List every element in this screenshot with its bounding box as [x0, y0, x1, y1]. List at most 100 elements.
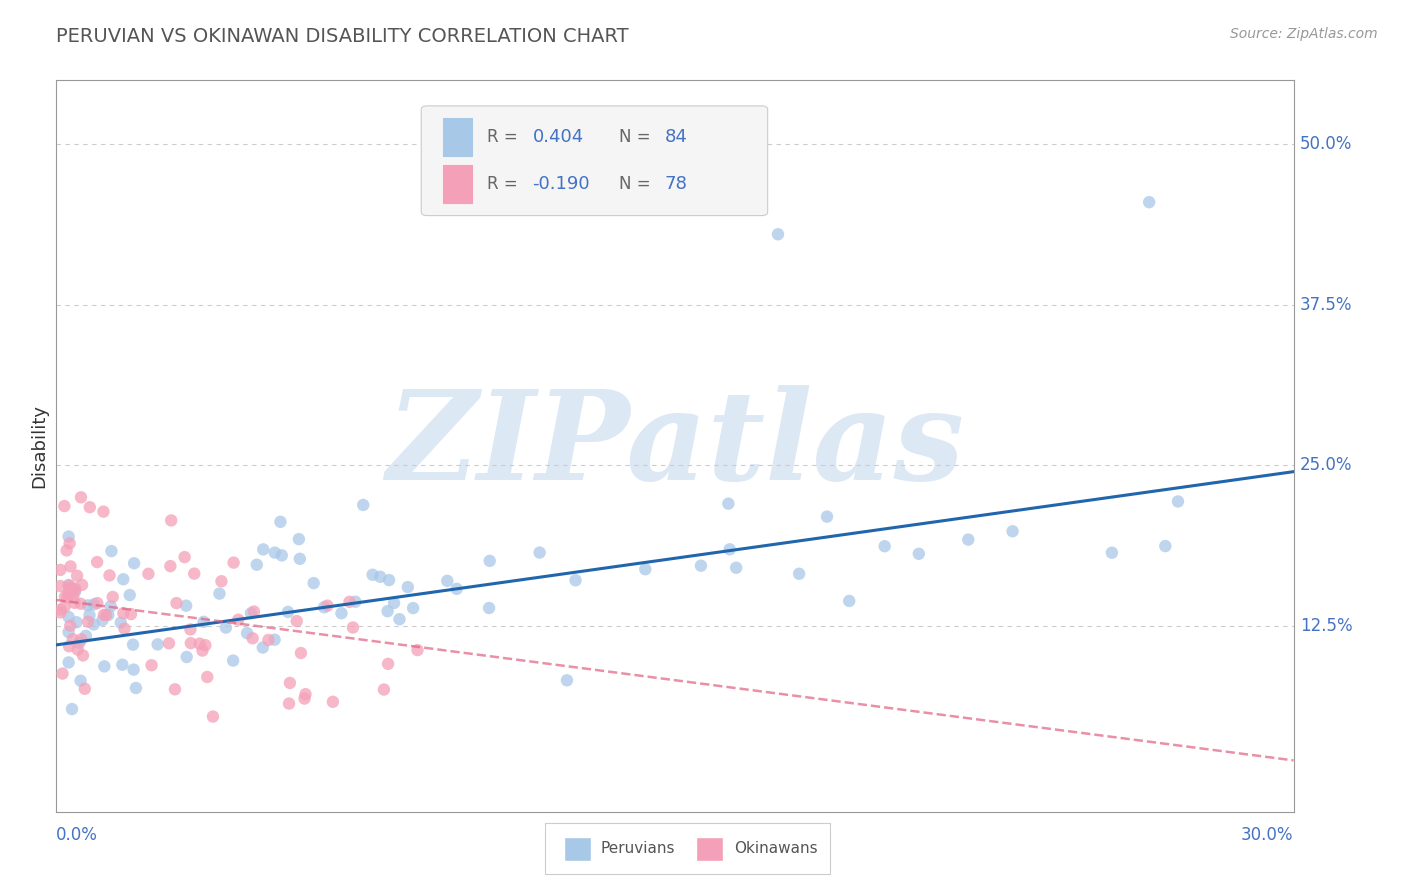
Point	[285, 614, 308, 628]
Point	[60, 582, 83, 596]
Point	[446, 582, 468, 596]
Text: N =: N =	[619, 128, 651, 146]
Point	[201, 709, 224, 723]
Point	[725, 561, 748, 575]
Point	[718, 542, 741, 557]
Text: N =: N =	[619, 175, 651, 194]
Point	[59, 618, 82, 632]
Point	[277, 605, 299, 619]
Point	[69, 597, 91, 611]
Point	[122, 556, 145, 570]
Point	[252, 542, 274, 557]
Point	[294, 687, 316, 701]
Point	[406, 643, 429, 657]
Point	[58, 530, 80, 544]
Point	[112, 606, 135, 620]
Point	[159, 559, 181, 574]
Point	[58, 610, 80, 624]
Point	[65, 615, 87, 630]
Point	[322, 695, 344, 709]
Point	[66, 568, 89, 582]
Point	[717, 497, 740, 511]
Point	[690, 558, 713, 573]
Point	[252, 640, 274, 655]
Point	[396, 580, 419, 594]
Point	[49, 606, 72, 620]
Point	[83, 597, 105, 611]
Text: 84: 84	[665, 128, 688, 146]
Point	[294, 691, 316, 706]
Point	[58, 578, 80, 592]
Point	[377, 657, 399, 671]
Point	[122, 638, 145, 652]
Point	[53, 599, 76, 614]
Point	[157, 636, 180, 650]
FancyBboxPatch shape	[443, 164, 474, 204]
Text: 50.0%: 50.0%	[1299, 136, 1353, 153]
Point	[208, 586, 231, 600]
Point	[166, 596, 188, 610]
Point	[58, 656, 80, 670]
Point	[101, 590, 124, 604]
Point	[1167, 494, 1189, 508]
FancyBboxPatch shape	[546, 822, 830, 874]
Point	[97, 607, 120, 622]
Text: Okinawans: Okinawans	[734, 841, 818, 855]
Text: Peruvians: Peruvians	[600, 841, 675, 855]
Point	[246, 558, 269, 572]
Point	[70, 578, 93, 592]
Point	[270, 549, 292, 563]
Y-axis label: Disability: Disability	[30, 404, 48, 488]
Point	[215, 621, 238, 635]
Point	[316, 599, 339, 613]
Point	[555, 673, 578, 688]
Point	[53, 499, 76, 513]
Point	[352, 498, 374, 512]
Point	[70, 632, 93, 647]
Point	[59, 536, 82, 550]
Point	[59, 559, 82, 574]
Point	[1001, 524, 1024, 539]
Point	[314, 600, 336, 615]
Point	[70, 491, 93, 505]
Point	[51, 666, 73, 681]
Point	[120, 607, 142, 621]
Point	[114, 622, 136, 636]
Point	[180, 636, 202, 650]
Text: R =: R =	[486, 175, 517, 194]
Point	[83, 617, 105, 632]
Point	[193, 615, 215, 629]
Point	[188, 637, 211, 651]
Text: R =: R =	[486, 128, 517, 146]
Point	[288, 551, 311, 566]
Point	[160, 513, 183, 527]
Text: 12.5%: 12.5%	[1299, 616, 1353, 634]
Point	[176, 650, 198, 665]
FancyBboxPatch shape	[696, 838, 723, 862]
Point	[378, 573, 401, 587]
Point	[339, 595, 361, 609]
Point	[222, 654, 245, 668]
Text: 0.0%: 0.0%	[56, 826, 98, 845]
Point	[100, 544, 122, 558]
Point	[72, 648, 94, 663]
Point	[125, 681, 148, 695]
FancyBboxPatch shape	[443, 117, 474, 158]
Text: 30.0%: 30.0%	[1241, 826, 1294, 845]
Point	[110, 615, 132, 630]
Point	[787, 566, 810, 581]
Text: Source: ZipAtlas.com: Source: ZipAtlas.com	[1230, 27, 1378, 41]
Point	[529, 545, 551, 559]
Point	[66, 642, 89, 657]
Point	[77, 615, 100, 629]
Point	[79, 500, 101, 515]
Point	[815, 509, 838, 524]
Point	[288, 532, 311, 546]
Point	[478, 554, 501, 568]
Point	[269, 515, 291, 529]
Point	[63, 582, 86, 597]
Point	[240, 606, 263, 620]
Text: 78: 78	[665, 175, 688, 194]
Point	[873, 539, 896, 553]
Point	[263, 632, 285, 647]
